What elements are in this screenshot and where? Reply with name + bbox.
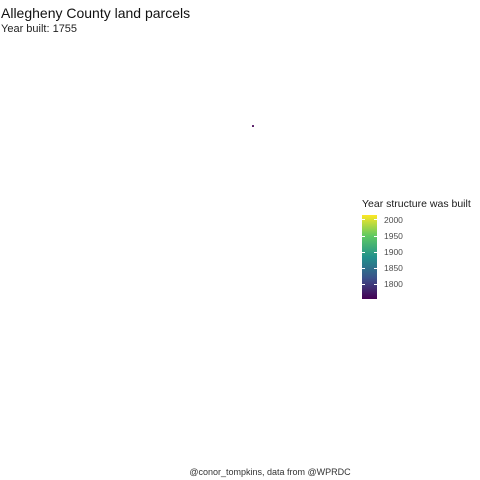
legend-tick-label: 1850 xyxy=(384,263,403,274)
legend-title: Year structure was built xyxy=(362,198,471,210)
legend-tick-label: 2000 xyxy=(384,214,403,225)
legend-tick-label: 1800 xyxy=(384,279,403,290)
parcel-map xyxy=(0,40,360,460)
legend-tick-label: 1900 xyxy=(384,247,403,258)
legend-tick-label: 1950 xyxy=(384,231,403,241)
parcel-point xyxy=(252,125,254,127)
color-legend: Year structure was built 2000 1950 1900 185… xyxy=(362,198,480,302)
map-caption: @conor_tompkins, data from @WPRDC xyxy=(189,467,351,477)
map-title: Allegheny County land parcels xyxy=(1,5,191,21)
legend-colorbar xyxy=(362,215,377,299)
map-subtitle: Year built: 1755 xyxy=(1,23,78,35)
